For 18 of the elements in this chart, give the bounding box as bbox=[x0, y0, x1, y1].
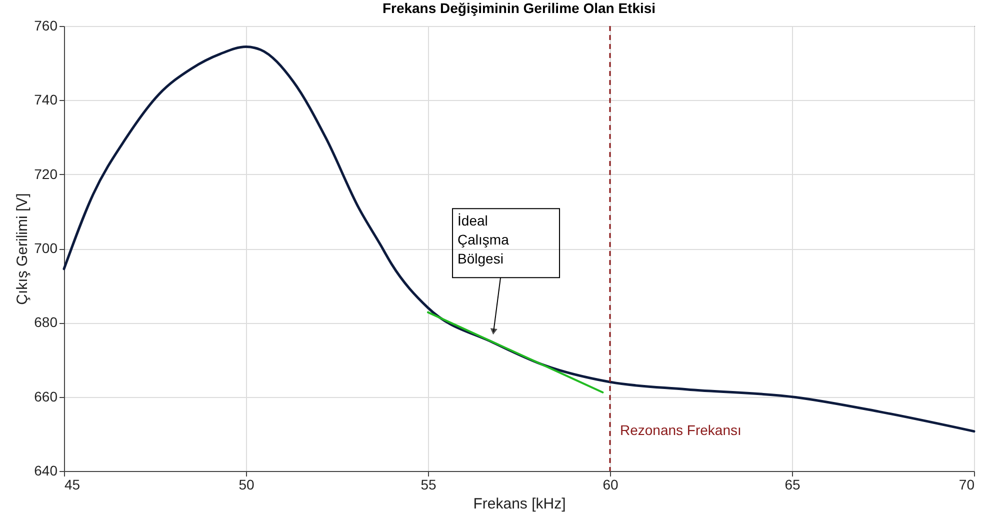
y-tick-label: 680 bbox=[34, 314, 58, 330]
y-tick-label: 660 bbox=[34, 388, 58, 404]
y-tick-label: 720 bbox=[34, 166, 58, 182]
y-tick-label: 740 bbox=[34, 92, 58, 108]
y-tick-label: 760 bbox=[34, 18, 58, 34]
x-tick-label: 60 bbox=[602, 476, 618, 492]
annotation: İdeal Çalışma Bölgesi bbox=[458, 212, 510, 267]
x-tick-label: 45 bbox=[64, 476, 80, 492]
x-tick-label: 55 bbox=[420, 476, 436, 492]
x-tick-label: 65 bbox=[784, 476, 800, 492]
ref-line-label: Rezonans Frekansı bbox=[620, 422, 742, 438]
y-axis-title: Çıkış Gerilimi [V] bbox=[14, 193, 32, 305]
x-axis-title: Frekans [kHz] bbox=[473, 496, 566, 512]
x-tick-label: 50 bbox=[238, 476, 254, 492]
y-tick-label: 640 bbox=[34, 462, 58, 478]
y-tick-label: 700 bbox=[34, 240, 58, 256]
chart-title: Frekans Değişiminin Gerilime Olan Etkisi bbox=[382, 0, 656, 16]
x-tick-label: 70 bbox=[958, 476, 975, 492]
